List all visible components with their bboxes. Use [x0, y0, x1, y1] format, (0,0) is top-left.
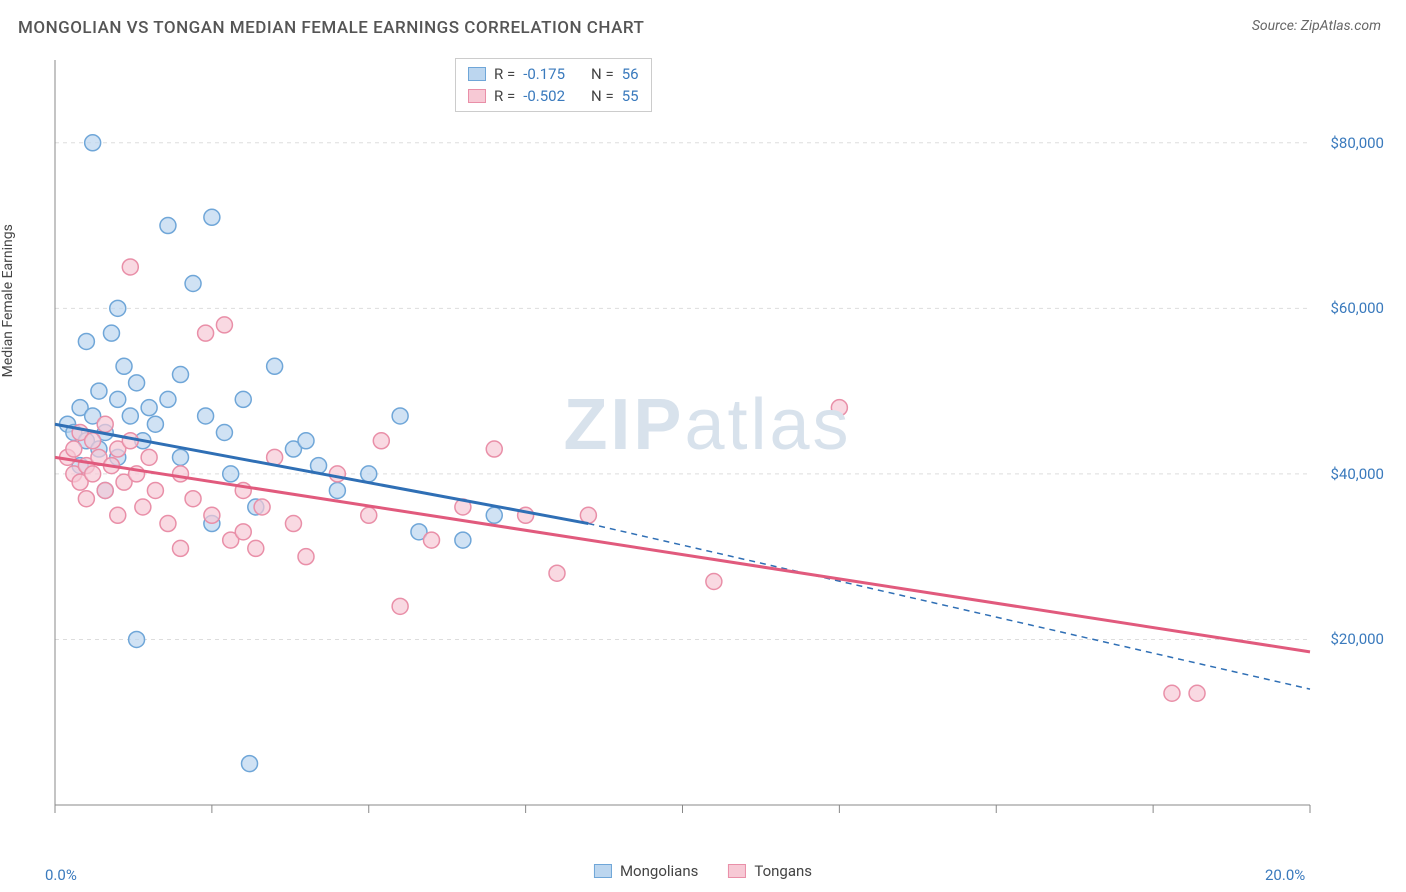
stats-r-value-2: -0.502 — [523, 87, 565, 105]
stats-r-label-2: R = — [494, 87, 515, 105]
chart-area: ZIPatlas — [50, 55, 1365, 825]
legend-item-tongans: Tongans — [728, 862, 812, 880]
y-tick-80000: $80,000 — [1330, 134, 1384, 152]
stats-r-label: R = — [494, 65, 515, 83]
chart-title: MONGOLIAN VS TONGAN MEDIAN FEMALE EARNIN… — [18, 18, 644, 38]
stats-n-value-2: 55 — [622, 87, 639, 105]
legend-label-tongans: Tongans — [754, 862, 812, 880]
scatter-chart — [50, 55, 1365, 825]
x-tick-20: 20.0% — [1265, 866, 1305, 884]
legend-swatch-mongolians — [594, 864, 612, 878]
stats-n-label: N = — [591, 65, 614, 83]
stats-row-2: R = -0.502 N = 55 — [468, 85, 639, 107]
stats-box: R = -0.175 N = 56 R = -0.502 N = 55 — [455, 58, 652, 112]
bottom-legend: Mongolians Tongans — [594, 862, 812, 880]
y-axis-label: Median Female Earnings — [0, 224, 16, 377]
y-tick-40000: $40,000 — [1330, 465, 1384, 483]
stats-swatch-mongolians — [468, 67, 486, 81]
source-attribution: Source: ZipAtlas.com — [1252, 18, 1381, 34]
y-tick-60000: $60,000 — [1330, 299, 1384, 317]
legend-item-mongolians: Mongolians — [594, 862, 698, 880]
stats-row-1: R = -0.175 N = 56 — [468, 63, 639, 85]
stats-r-value-1: -0.175 — [523, 65, 565, 83]
x-tick-0: 0.0% — [45, 866, 77, 884]
legend-label-mongolians: Mongolians — [620, 862, 698, 880]
stats-swatch-tongans — [468, 89, 486, 103]
legend-swatch-tongans — [728, 864, 746, 878]
stats-n-value-1: 56 — [622, 65, 639, 83]
y-tick-20000: $20,000 — [1330, 630, 1384, 648]
stats-n-label-2: N = — [591, 87, 614, 105]
